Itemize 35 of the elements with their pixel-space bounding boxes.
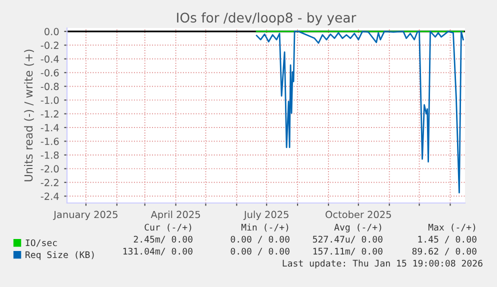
x-tick-label: April 2025 [150,210,200,220]
y-tick-label: -0.4 [40,55,59,63]
x-tick-label: October 2025 [326,210,391,218]
y-tick-label: -1.0 [40,96,59,104]
text: 0.00 / 0.00 [230,248,290,256]
text: 1.45 / 0.00 [418,236,476,244]
y-axis-title: Units read (-) / write (+) [24,50,34,182]
text: Max (-/+) [428,224,476,232]
y-tick-label: -1.8 [40,151,59,159]
chart-title: IOs for /dev/loop8 - by year [177,12,356,26]
legend-label: Req Size (KB) [26,251,94,260]
y-tick-label: -2.2 [40,178,58,186]
line-series [256,30,464,194]
y-tick-label: 0.0 [44,28,59,36]
x-tick-label: July 2025 [243,210,288,220]
text: Last update: Thu Jan 15 19:00:08 2026 [282,260,482,268]
y-tick-label: -1.6 [40,138,59,146]
text: Min (-/+) [241,224,288,232]
text: 157.11m/ 0.00 [313,248,382,256]
y-tick-label: -2.4 [40,192,59,200]
text: 131.04m/ 0.00 [123,248,192,256]
y-tick-label: -2.0 [40,165,59,173]
text: Cur (-/+) [144,224,192,232]
legend-label: IO/sec [26,239,57,247]
y-tick-label: -0.2 [40,42,58,49]
y-tick-label: -1.4 [40,124,59,132]
y-tick-label: -1.2 [40,110,58,118]
y-tick-label: -0.8 [40,82,59,90]
x-tick-label: January 2025 [53,210,118,220]
y-tick-label: -0.6 [40,69,59,76]
text: 89.62 / 0.00 [412,248,476,256]
text: 527.47u/ 0.00 [312,236,382,244]
text: Avg (-/+) [334,224,382,232]
text: 2.45m/ 0.00 [134,236,192,244]
text: 0.00 / 0.00 [230,236,290,244]
